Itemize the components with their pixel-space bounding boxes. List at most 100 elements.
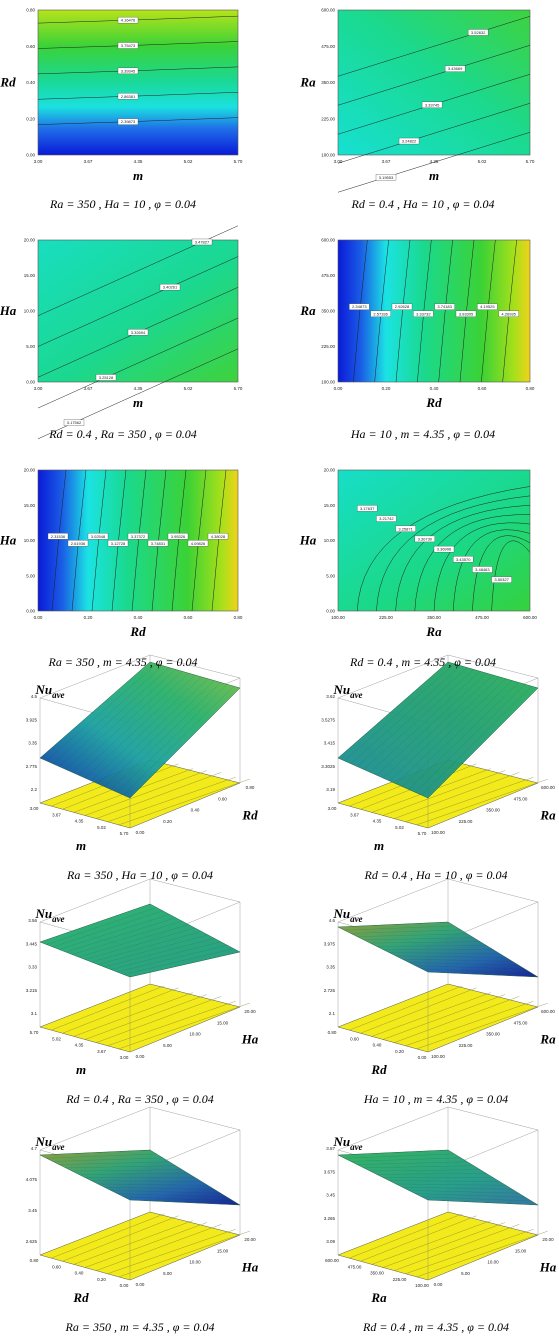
contour-label: 2.31536 (51, 534, 66, 539)
surface-mesh-line (72, 671, 183, 773)
x-axis-title: Rd (72, 1290, 89, 1305)
contour-label: 4.26935 (501, 311, 516, 316)
box-edge (39, 654, 151, 699)
y-tick-label: 600.00 (541, 1009, 555, 1014)
surface-mesh-line (389, 1180, 500, 1182)
surface-mesh-line (104, 680, 215, 787)
x-tick-label: 3.67 (350, 812, 359, 817)
contour-label-box (395, 525, 416, 532)
z-axis-title: Nuave (34, 682, 64, 700)
surface-mesh-line (117, 1193, 228, 1198)
z-axis-title: Nuave (332, 682, 362, 700)
surface-mesh-line (78, 673, 189, 776)
surface-mesh-line (65, 1165, 176, 1168)
contour-label: 3.74183 (437, 304, 452, 309)
x-tick-label: 0.20 (395, 1049, 404, 1054)
surface-mesh-line (72, 921, 183, 955)
floor-contour (73, 992, 193, 1037)
surface-mesh-line (363, 669, 474, 770)
z-tick-label: 3.445 (26, 941, 38, 946)
contour-label-box (391, 303, 413, 310)
contour-label-box (47, 533, 69, 540)
contour-label: 3.75473 (121, 43, 136, 48)
surface-mesh-line (97, 678, 208, 784)
surface-mesh-line (382, 674, 494, 779)
response-surface (39, 661, 241, 799)
surface-mesh-line (415, 684, 526, 793)
contour-label-box (498, 310, 519, 317)
contour-label: 4.38028 (211, 534, 226, 539)
y-tick-label: 0.80 (26, 8, 35, 13)
floor-contour (51, 1213, 165, 1259)
contour-label: 2.92628 (395, 304, 410, 309)
contour-label-box (370, 310, 391, 317)
contour-line (395, 239, 411, 383)
x-tick-label: 0.40 (134, 615, 143, 620)
x-tick-label: 3.00 (334, 159, 343, 164)
x-tick-label: 225.00 (393, 1277, 407, 1282)
surface-mesh-line (370, 941, 481, 944)
contour-line (353, 239, 368, 383)
contour-label: 3.32694 (131, 330, 146, 335)
contour-label: 4.09826 (191, 541, 206, 546)
surface-mesh-line (408, 962, 519, 966)
plot-area (337, 9, 531, 156)
surface-mesh-line (65, 669, 176, 770)
surface-mesh-line (389, 676, 500, 781)
y-axis-title: Ra (299, 75, 316, 90)
z-tick-label: 3.215 (26, 988, 38, 993)
surface-mesh-line (78, 1173, 189, 1175)
x-tick-label: 350.00 (370, 1271, 384, 1276)
x-axis-title: m (133, 395, 143, 410)
surface-mesh-line (344, 663, 455, 761)
surface-mesh-line (376, 673, 487, 776)
x-tick-label: 225.00 (379, 615, 393, 620)
y-axis-title: Ha (241, 1260, 259, 1275)
z-axis-title-sub: ave (52, 914, 65, 924)
response-surface (337, 661, 539, 799)
x-tick-label: 5.02 (184, 159, 193, 164)
y-axis-title: Rd (241, 808, 258, 823)
contour-label-box (63, 419, 85, 426)
contour-label: 3.50327 (494, 577, 509, 582)
y-axis-title: Ra (539, 808, 556, 823)
x-tick-label: 0.80 (234, 615, 243, 620)
contour-label: 3.93305 (459, 311, 474, 316)
y-tick-label: 10.00 (324, 538, 336, 543)
x-tick-label: 4.35 (430, 159, 439, 164)
surface-mesh-line (402, 959, 513, 962)
floor-contour (107, 777, 236, 822)
contour-label-box (117, 16, 139, 24)
surface-mesh-line (97, 934, 208, 965)
y-tick-label: 0.00 (26, 380, 35, 385)
figure-caption: Ra = 350 , m = 4.35 , φ = 0.04 (65, 1320, 215, 1334)
x-tick-label: 5.02 (52, 1036, 61, 1041)
contour-label: 2.61936 (71, 541, 86, 546)
x-axis-title: Rd (370, 1062, 387, 1077)
z-tick-label: 2.2 (31, 787, 38, 792)
response-surface (39, 903, 241, 978)
y-tick-label: 20.00 (24, 468, 36, 473)
x-tick-label: 0.80 (526, 386, 535, 391)
z-axis-title-main: Nu (34, 1134, 52, 1149)
y-tick-label: 0.40 (26, 80, 35, 85)
surface-mesh-line (402, 1187, 513, 1190)
y-tick-label: 350.00 (321, 309, 335, 314)
contour-label-box (147, 540, 169, 547)
contour-label: 2.39873 (121, 119, 136, 124)
y-tick-label: 5.00 (163, 1271, 172, 1276)
x-tick-label: 4.35 (373, 819, 382, 824)
surface-plot-1: 2.2 2.775 3.35 3.925 4.5 3.00 3.67 4.35 5.02 5.70… (26, 654, 258, 853)
x-tick-label: 0.60 (52, 1264, 61, 1269)
z-tick-label: 3.675 (324, 1169, 336, 1174)
z-axis-title-sub: ave (52, 1142, 65, 1152)
floor-contour (394, 1224, 520, 1271)
y-tick-label: 10.00 (487, 1260, 499, 1265)
floor-contour (73, 1220, 193, 1265)
y-axis-title: Rd (0, 75, 16, 90)
contour-line (376, 495, 531, 612)
floor-contour (118, 1230, 250, 1278)
surface-mesh-line (104, 1187, 215, 1190)
contour-label: 3.02548 (91, 534, 106, 539)
